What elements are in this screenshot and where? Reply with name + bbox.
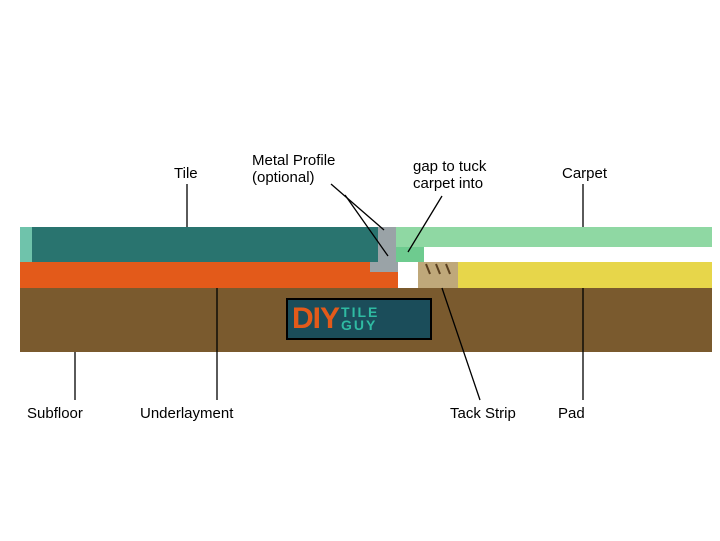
label-metal-profile-line1: Metal Profile bbox=[252, 152, 335, 169]
label-pad: Pad bbox=[558, 405, 585, 422]
label-metal-profile-line2: (optional) bbox=[252, 169, 315, 186]
label-gap: gap to tuck carpet into bbox=[413, 158, 486, 193]
label-tile: Tile bbox=[174, 165, 198, 182]
leader-lines bbox=[0, 0, 720, 541]
label-tack-strip: Tack Strip bbox=[450, 405, 516, 422]
flooring-cross-section-diagram: DIY TILE GUY Tile Metal Profile (optiona… bbox=[0, 0, 720, 541]
label-gap-line1: gap to tuck bbox=[413, 158, 486, 175]
label-underlayment: Underlayment bbox=[140, 405, 233, 422]
label-metal-profile: Metal Profile (optional) bbox=[252, 152, 335, 187]
diy-tile-guy-logo: DIY TILE GUY bbox=[286, 298, 432, 340]
logo-diy-text: DIY bbox=[288, 302, 339, 336]
label-carpet: Carpet bbox=[562, 165, 607, 182]
label-subfloor: Subfloor bbox=[27, 405, 83, 422]
label-gap-line2: carpet into bbox=[413, 175, 483, 192]
logo-guy-text: GUY bbox=[341, 319, 379, 332]
